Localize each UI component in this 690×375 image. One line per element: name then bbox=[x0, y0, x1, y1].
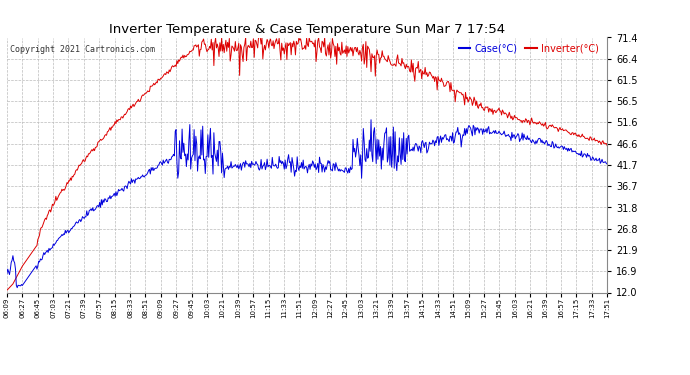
Text: Copyright 2021 Cartronics.com: Copyright 2021 Cartronics.com bbox=[10, 45, 155, 54]
Title: Inverter Temperature & Case Temperature Sun Mar 7 17:54: Inverter Temperature & Case Temperature … bbox=[109, 23, 505, 36]
Legend: Case(°C), Inverter(°C): Case(°C), Inverter(°C) bbox=[455, 40, 602, 58]
